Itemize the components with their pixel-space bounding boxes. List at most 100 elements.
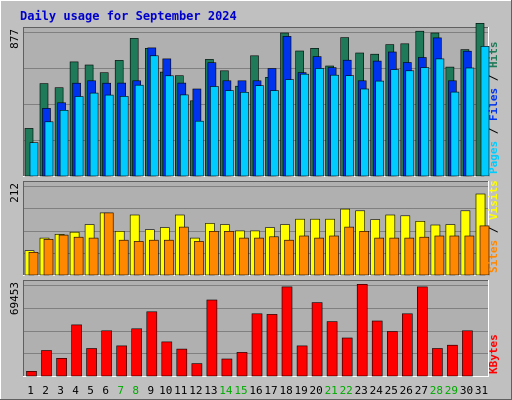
- bar-kbytes: [236, 352, 248, 377]
- x-tick-label: 9: [147, 384, 154, 397]
- bar-kbytes: [371, 320, 383, 377]
- bar-pages: [285, 79, 294, 177]
- bar-kbytes: [26, 370, 37, 377]
- bar-pages: [44, 121, 54, 177]
- bar-pages: [89, 92, 99, 177]
- x-tick-label: 19: [294, 384, 307, 397]
- x-tick-label: 5: [87, 384, 94, 397]
- x-tick-label: 29: [445, 384, 458, 397]
- x-tick-label: 6: [102, 384, 109, 397]
- x-tick-label: 11: [174, 384, 187, 397]
- series-pages: [29, 46, 490, 177]
- x-tick-label: 21: [325, 384, 338, 397]
- x-tick-label: 18: [279, 384, 292, 397]
- x-tick-label: 22: [340, 384, 353, 397]
- y-max-label: 69453: [8, 282, 21, 315]
- x-tick-label: 7: [117, 384, 124, 397]
- x-tick-label: 24: [370, 384, 384, 397]
- bar-kbytes: [41, 350, 52, 377]
- panels: 877 Pages / Files / Hits 212 Sites / Visits…: [8, 22, 500, 377]
- bar-pages: [420, 67, 430, 177]
- legend-kbytes: KBytes: [487, 334, 500, 374]
- bar-kbytes: [432, 348, 443, 377]
- bar-sites: [149, 239, 159, 276]
- bar-pages: [240, 92, 249, 177]
- legend-visits: Visits: [487, 180, 500, 220]
- bar-pages: [270, 90, 279, 177]
- legend-separator: /: [487, 68, 500, 88]
- bar-sites: [254, 237, 264, 276]
- y-max-label: 212: [8, 183, 21, 203]
- bar-kbytes: [311, 302, 323, 377]
- x-tick-label: 12: [189, 384, 202, 397]
- legend-separator: /: [487, 220, 500, 240]
- side-legend: Sites / Visits: [487, 180, 500, 273]
- bar-pages: [435, 58, 445, 177]
- chart-title: Daily usage for September 2024: [20, 9, 237, 23]
- bar-kbytes: [221, 358, 233, 377]
- x-tick-label: 23: [355, 384, 368, 397]
- legend-pages: Pages: [487, 141, 500, 174]
- bar-pages: [315, 68, 324, 177]
- legend-sites: Sites: [487, 240, 500, 273]
- bar-pages: [195, 120, 204, 177]
- x-tick-label: 30: [460, 384, 473, 397]
- x-tick-label: 1: [27, 384, 34, 397]
- x-tick-label: 25: [385, 384, 398, 397]
- bar-sites: [374, 237, 385, 276]
- bar-kbytes: [56, 357, 67, 377]
- bar-kbytes: [251, 313, 263, 377]
- bar-kbytes: [161, 341, 173, 377]
- bar-kbytes: [341, 337, 353, 377]
- bar-sites: [389, 237, 400, 276]
- bar-kbytes: [296, 345, 308, 377]
- bar-pages: [480, 46, 490, 177]
- bar-pages: [300, 73, 309, 177]
- bar-sites: [118, 239, 129, 276]
- bar-pages: [104, 94, 114, 177]
- bar-pages: [210, 86, 219, 177]
- bar-pages: [119, 96, 129, 177]
- bar-kbytes: [206, 299, 218, 377]
- panel-visits-sites: 212 Sites / Visits: [8, 180, 500, 276]
- bar-kbytes: [71, 324, 82, 377]
- bar-pages: [59, 110, 69, 177]
- bar-kbytes: [176, 348, 188, 377]
- legend-hits: Hits: [487, 42, 500, 69]
- bar-pages: [225, 90, 234, 177]
- bar-sites: [133, 241, 144, 276]
- bar-pages: [165, 75, 174, 177]
- bar-pages: [330, 74, 339, 177]
- y-max-label: 877: [8, 29, 21, 49]
- bar-pages: [405, 70, 415, 177]
- bar-sites: [179, 226, 189, 276]
- bar-pages: [29, 142, 39, 177]
- bar-kbytes: [101, 330, 112, 377]
- x-tick-label: 17: [264, 384, 277, 397]
- series-sites: [28, 212, 490, 276]
- bar-pages: [360, 88, 370, 177]
- bar-sites: [43, 239, 54, 276]
- x-tick-label: 2: [42, 384, 49, 397]
- side-legend: Pages / Files / Hits: [487, 42, 500, 175]
- bar-sites: [464, 235, 475, 276]
- x-tick-label: 20: [309, 384, 322, 397]
- bar-pages: [375, 80, 385, 177]
- x-tick-label: 15: [234, 384, 247, 397]
- panel-hits-files-pages: 877 Pages / Files / Hits: [8, 22, 500, 177]
- bar-pages: [74, 96, 84, 177]
- bar-sites: [344, 226, 355, 276]
- x-tick-label: 28: [430, 384, 443, 397]
- bar-kbytes: [281, 286, 293, 377]
- x-tick-label: 13: [204, 384, 217, 397]
- bar-sites: [299, 235, 309, 276]
- bar-kbytes: [326, 321, 338, 377]
- bar-sites: [404, 237, 415, 276]
- x-tick-label: 3: [57, 384, 64, 397]
- bar-sites: [103, 212, 114, 276]
- bar-sites: [449, 235, 460, 276]
- bar-kbytes: [266, 314, 278, 377]
- legend-files: Files: [487, 88, 500, 121]
- bar-kbytes: [416, 286, 428, 377]
